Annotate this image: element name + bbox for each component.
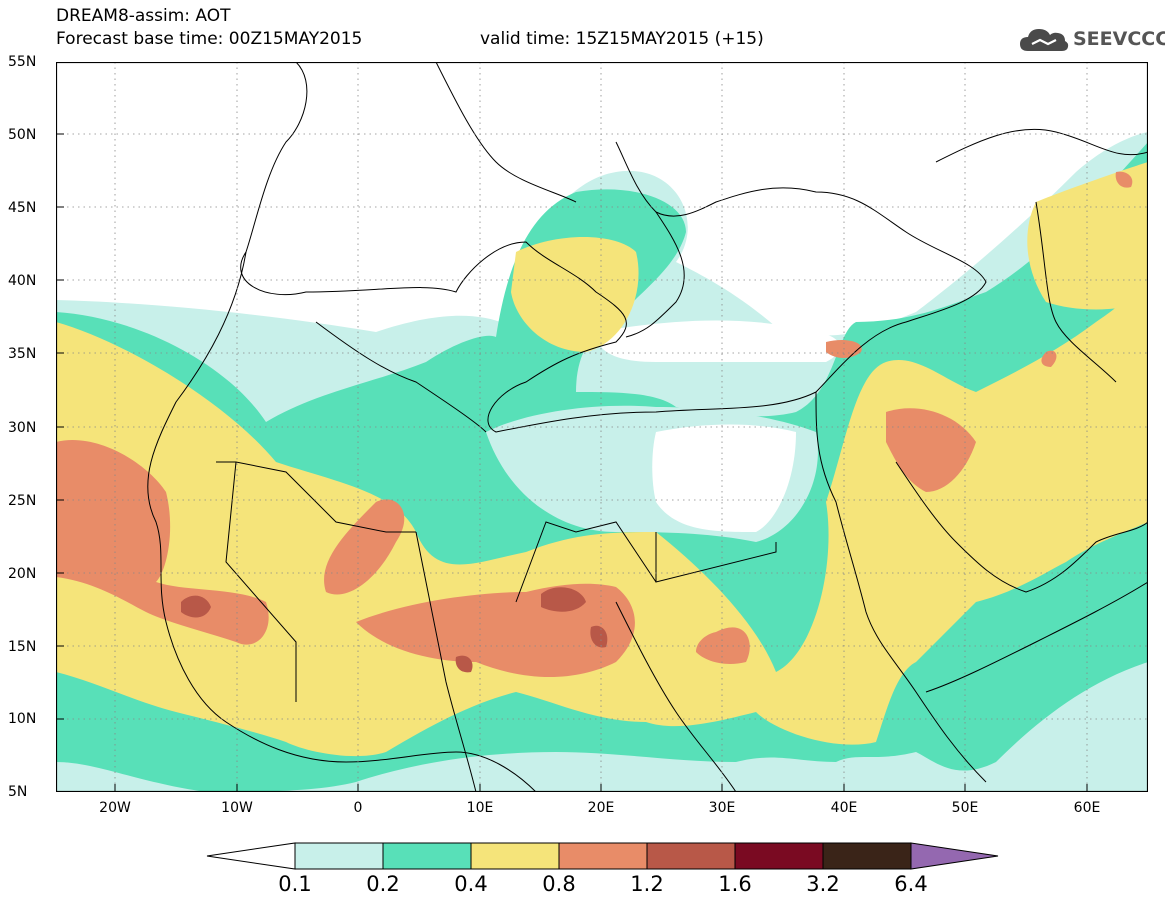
- colorbar-bin-3.2-6.4: [822, 842, 912, 870]
- lat-label-5n: 5N: [8, 784, 28, 800]
- lat-label-40n: 40N: [8, 273, 37, 289]
- colorbar-label-0.8: 0.8: [542, 872, 576, 896]
- lon-label-10e: 10E: [466, 800, 494, 816]
- colorbar-bin-0.4-0.8: [470, 842, 560, 870]
- lat-label-20n: 20N: [8, 566, 37, 582]
- seevccc-logo: SEEVCCC: [1018, 22, 1165, 56]
- cloud-icon: [1020, 29, 1069, 51]
- forecast-base-time: Forecast base time: 00Z15MAY2015: [56, 29, 363, 49]
- colorbar-bin-0.2-0.4: [382, 842, 472, 870]
- colorbar-label-0.4: 0.4: [454, 872, 488, 896]
- colorbar-under-triangle: [206, 842, 296, 870]
- colorbar: [206, 842, 999, 870]
- lat-label-55n: 55N: [8, 54, 37, 70]
- lat-label-30n: 30N: [8, 420, 37, 436]
- graticule: [56, 62, 1148, 792]
- lon-label-20w: 20W: [99, 800, 131, 816]
- lon-label-20e: 20E: [587, 800, 615, 816]
- lat-label-45n: 45N: [8, 200, 37, 216]
- colorbar-label-0.2: 0.2: [366, 872, 400, 896]
- colorbar-bin-1.6-3.2: [734, 842, 824, 870]
- lon-label-50e: 50E: [951, 800, 979, 816]
- valid-time: valid time: 15Z15MAY2015 (+15): [480, 29, 764, 49]
- map-title: DREAM8-assim: AOT: [56, 6, 231, 26]
- colorbar-label-3.2: 3.2: [806, 872, 840, 896]
- colorbar-label-1.6: 1.6: [718, 872, 752, 896]
- coastlines: [147, 62, 1148, 792]
- colorbar-label-6.4: 6.4: [894, 872, 928, 896]
- colorbar-label-1.2: 1.2: [630, 872, 664, 896]
- lat-label-35n: 35N: [8, 346, 37, 362]
- colorbar-bin-0.8-1.2: [558, 842, 648, 870]
- colorbar-bin-0.1-0.2: [294, 842, 384, 870]
- lat-label-25n: 25N: [8, 493, 37, 509]
- colorbar-bin-1.2-1.6: [646, 842, 736, 870]
- lon-label-60e: 60E: [1073, 800, 1101, 816]
- lon-label-30e: 30E: [708, 800, 736, 816]
- lat-label-10n: 10N: [8, 711, 37, 727]
- lat-label-15n: 15N: [8, 639, 37, 655]
- lat-label-50n: 50N: [8, 127, 37, 143]
- aot-map: [56, 62, 1148, 792]
- lon-label-40e: 40E: [830, 800, 858, 816]
- colorbar-over-triangle: [910, 842, 999, 870]
- axis-ticks: [56, 133, 1088, 792]
- colorbar-label-0.1: 0.1: [278, 872, 312, 896]
- lon-label-0: 0: [353, 800, 363, 816]
- aot-band-1.2: [181, 587, 608, 673]
- logo-text: SEEVCCC: [1073, 28, 1165, 50]
- lon-label-10w: 10W: [221, 800, 253, 816]
